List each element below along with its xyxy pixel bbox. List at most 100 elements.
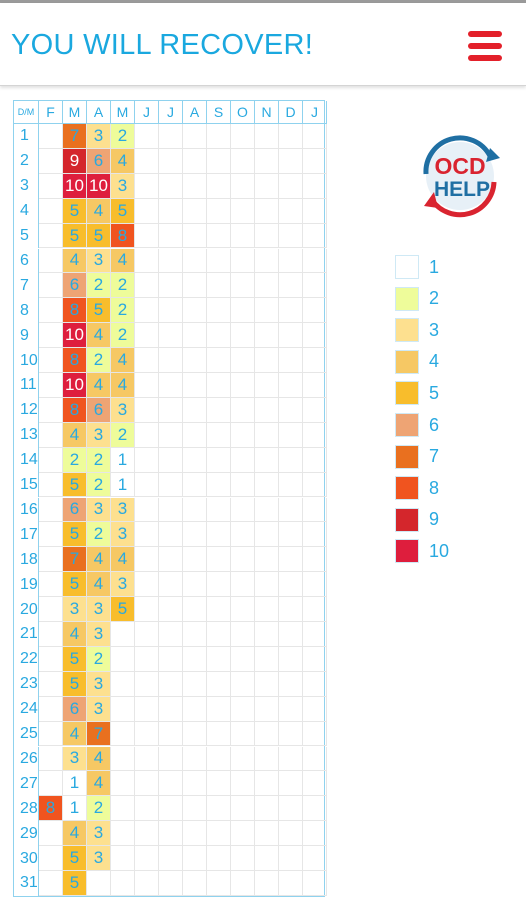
day-rating-cell[interactable] [303,323,327,349]
day-rating-cell[interactable]: 4 [63,721,87,747]
day-rating-cell[interactable] [111,671,135,697]
day-rating-cell[interactable] [183,646,207,672]
day-rating-cell[interactable] [183,447,207,473]
day-rating-cell[interactable] [231,472,255,498]
day-rating-cell[interactable] [255,597,279,622]
day-rating-cell[interactable] [255,572,279,598]
day-rating-cell[interactable] [135,821,159,847]
day-rating-cell[interactable]: 3 [87,124,111,149]
day-rating-cell[interactable] [135,223,159,249]
day-rating-cell[interactable] [183,273,207,299]
day-rating-cell[interactable] [111,746,135,772]
day-rating-cell[interactable] [183,373,207,398]
day-rating-cell[interactable] [231,348,255,373]
day-rating-cell[interactable]: 6 [63,497,87,523]
day-rating-cell[interactable] [159,373,183,398]
day-rating-cell[interactable] [279,497,303,523]
day-rating-cell[interactable] [159,696,183,722]
day-rating-cell[interactable] [135,846,159,871]
day-rating-cell[interactable] [39,821,63,847]
day-rating-cell[interactable] [207,622,231,647]
day-rating-cell[interactable] [279,323,303,349]
day-rating-cell[interactable] [279,846,303,871]
day-rating-cell[interactable] [207,796,231,822]
day-rating-cell[interactable] [231,223,255,249]
day-rating-cell[interactable] [111,796,135,822]
day-rating-cell[interactable]: 3 [87,671,111,697]
day-rating-cell[interactable] [279,173,303,199]
day-rating-cell[interactable] [183,223,207,249]
day-rating-cell[interactable] [135,696,159,722]
day-rating-cell[interactable] [279,198,303,224]
day-rating-cell[interactable] [159,273,183,299]
day-rating-cell[interactable] [207,871,231,896]
day-rating-cell[interactable] [135,348,159,373]
day-rating-cell[interactable] [255,148,279,174]
day-rating-cell[interactable] [303,646,327,672]
day-rating-cell[interactable] [231,622,255,647]
day-rating-cell[interactable] [135,472,159,498]
day-rating-cell[interactable] [231,522,255,548]
day-rating-cell[interactable] [39,597,63,622]
day-rating-cell[interactable] [303,846,327,871]
day-rating-cell[interactable]: 4 [111,348,135,373]
day-rating-cell[interactable] [303,497,327,523]
day-rating-cell[interactable] [87,871,111,896]
day-rating-cell[interactable] [135,547,159,573]
day-rating-cell[interactable] [255,422,279,448]
day-rating-cell[interactable] [159,173,183,199]
day-rating-cell[interactable] [183,497,207,523]
day-rating-cell[interactable]: 8 [39,796,63,822]
day-rating-cell[interactable] [135,124,159,149]
day-rating-cell[interactable] [111,821,135,847]
day-rating-cell[interactable] [135,397,159,423]
day-rating-cell[interactable] [231,124,255,149]
day-rating-cell[interactable] [111,871,135,896]
day-rating-cell[interactable] [159,397,183,423]
day-rating-cell[interactable] [279,248,303,274]
day-rating-cell[interactable]: 4 [111,373,135,398]
day-rating-cell[interactable] [39,646,63,672]
day-rating-cell[interactable]: 4 [87,572,111,598]
day-rating-cell[interactable] [279,422,303,448]
day-rating-cell[interactable] [255,622,279,647]
day-rating-cell[interactable] [303,671,327,697]
day-rating-cell[interactable] [279,373,303,398]
day-rating-cell[interactable]: 3 [87,821,111,847]
day-rating-cell[interactable] [303,173,327,199]
day-rating-cell[interactable] [39,447,63,473]
day-rating-cell[interactable]: 4 [87,373,111,398]
day-rating-cell[interactable]: 6 [63,273,87,299]
day-rating-cell[interactable]: 4 [87,547,111,573]
day-rating-cell[interactable] [231,871,255,896]
day-rating-cell[interactable]: 1 [111,447,135,473]
day-rating-cell[interactable] [255,173,279,199]
day-rating-cell[interactable] [303,198,327,224]
day-rating-cell[interactable] [303,696,327,722]
day-rating-cell[interactable]: 2 [111,273,135,299]
day-rating-cell[interactable] [39,522,63,548]
day-rating-cell[interactable] [183,173,207,199]
day-rating-cell[interactable] [183,422,207,448]
day-rating-cell[interactable] [279,796,303,822]
day-rating-cell[interactable] [207,696,231,722]
day-rating-cell[interactable] [135,796,159,822]
day-rating-cell[interactable] [303,472,327,498]
day-rating-cell[interactable] [303,522,327,548]
day-rating-cell[interactable] [183,771,207,797]
day-rating-cell[interactable]: 1 [111,472,135,498]
day-rating-cell[interactable] [279,871,303,896]
day-rating-cell[interactable] [183,397,207,423]
day-rating-cell[interactable] [135,497,159,523]
day-rating-cell[interactable] [303,447,327,473]
day-rating-cell[interactable] [183,472,207,498]
day-rating-cell[interactable] [207,646,231,672]
day-rating-cell[interactable] [135,173,159,199]
day-rating-cell[interactable] [111,622,135,647]
day-rating-cell[interactable] [279,148,303,174]
day-rating-cell[interactable]: 3 [87,497,111,523]
day-rating-cell[interactable]: 4 [63,821,87,847]
day-rating-cell[interactable]: 4 [63,622,87,647]
day-rating-cell[interactable] [135,198,159,224]
day-rating-cell[interactable] [39,472,63,498]
